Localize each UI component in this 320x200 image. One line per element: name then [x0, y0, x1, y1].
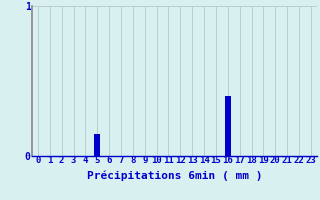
Bar [94, 134, 100, 156]
X-axis label: Précipitations 6min ( mm ): Précipitations 6min ( mm ) [87, 171, 262, 181]
Bar [225, 96, 231, 156]
